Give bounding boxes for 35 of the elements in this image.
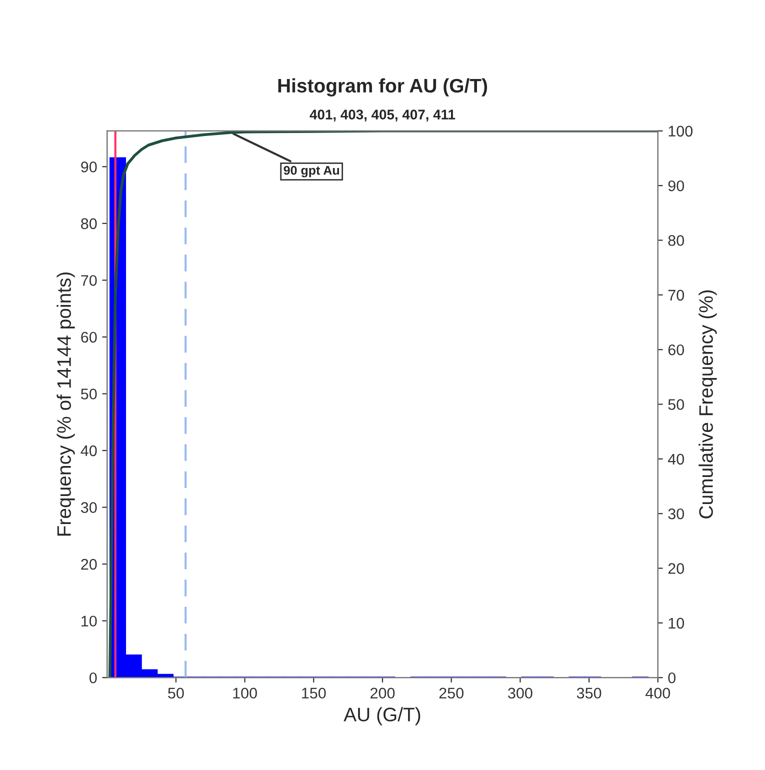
x-tick-label: 400 xyxy=(646,688,670,699)
y2-tick-label: 40 xyxy=(668,454,684,465)
y2-tick-label: 50 xyxy=(668,399,684,410)
y-tick-label: 30 xyxy=(80,502,97,513)
y2-tick-label: 80 xyxy=(668,235,684,246)
chart-subtitle: 401, 403, 405, 407, 411 xyxy=(310,110,456,122)
x-tick-label: 50 xyxy=(168,688,184,699)
y2-tick-label: 20 xyxy=(668,563,684,574)
chart-title: Histogram for AU (G/T) xyxy=(278,78,488,97)
y2-axis-title: Cumulative Frequency (%) xyxy=(698,290,717,518)
y-axis-title: Frequency (% of 14144 points) xyxy=(56,272,75,536)
y-tick-label: 50 xyxy=(80,388,97,400)
y-tick-label: 60 xyxy=(81,332,97,343)
x-tick-label: 150 xyxy=(302,688,326,699)
x-tick-label: 200 xyxy=(370,688,395,699)
y2-tick-label: 100 xyxy=(668,126,693,137)
annotation: 90 gpt Au xyxy=(284,166,340,178)
x-tick-label: 100 xyxy=(233,688,257,699)
y-tick-label: 20 xyxy=(81,558,97,570)
y2-tick-label: 0 xyxy=(668,672,676,684)
x-tick-label: 350 xyxy=(576,688,602,699)
y2-tick-label: 70 xyxy=(668,290,684,301)
y-tick-label: 70 xyxy=(81,275,97,286)
y-tick-label: 40 xyxy=(80,445,97,456)
y-tick-label: 90 xyxy=(81,162,97,172)
y2-tick-label: 90 xyxy=(668,180,684,192)
y-tick-label: 0 xyxy=(89,672,97,684)
y2-tick-label: 30 xyxy=(668,508,684,520)
y-tick-label: 10 xyxy=(82,616,97,627)
y2-tick-label: 10 xyxy=(668,618,684,629)
y-tick-label: 80 xyxy=(81,218,97,230)
x-tick-label: 300 xyxy=(508,688,532,699)
x-tick-label: 250 xyxy=(439,688,464,699)
y2-tick-label: 60 xyxy=(668,344,684,356)
x-axis-title: AU (G/T) xyxy=(344,707,420,726)
